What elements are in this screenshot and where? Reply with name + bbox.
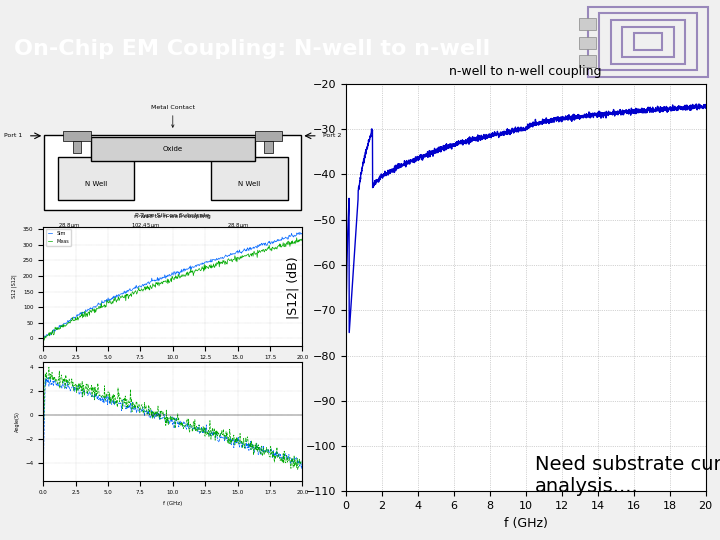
Text: On-Chip EM Coupling: N-well to n-well: On-Chip EM Coupling: N-well to n-well <box>14 38 490 58</box>
Bar <box>634 33 662 50</box>
Bar <box>73 141 81 153</box>
FancyBboxPatch shape <box>91 137 255 160</box>
Text: P-Type Silicon Substrate: P-Type Silicon Substrate <box>135 213 210 219</box>
Bar <box>622 27 674 57</box>
Bar <box>579 37 596 49</box>
Text: Oxide: Oxide <box>163 146 183 152</box>
Text: Port 1: Port 1 <box>4 133 22 138</box>
Text: Metal Contact: Metal Contact <box>150 105 195 127</box>
Y-axis label: S12 |S12|: S12 |S12| <box>12 274 17 298</box>
FancyBboxPatch shape <box>211 157 288 200</box>
Title: n-well to n-well coupling: n-well to n-well coupling <box>449 65 602 78</box>
Bar <box>579 18 596 30</box>
Bar <box>264 141 273 153</box>
Bar <box>588 6 708 77</box>
Legend: Sim, Meas: Sim, Meas <box>45 230 71 246</box>
Text: $28.8\,\mu m$: $28.8\,\mu m$ <box>58 221 80 230</box>
Title: n-well to n-well coupling: n-well to n-well coupling <box>135 214 211 219</box>
FancyBboxPatch shape <box>44 135 302 210</box>
X-axis label: f (GHz): f (GHz) <box>504 517 547 530</box>
Y-axis label: |S12| (dB): |S12| (dB) <box>287 256 300 319</box>
Text: N Well: N Well <box>238 181 261 187</box>
FancyBboxPatch shape <box>58 157 135 200</box>
Bar <box>579 55 596 67</box>
Bar <box>611 20 685 64</box>
X-axis label: f (GHz): f (GHz) <box>163 501 182 506</box>
Bar <box>63 131 91 141</box>
Bar <box>599 14 697 70</box>
Text: $28.8\,\mu m$: $28.8\,\mu m$ <box>228 221 250 230</box>
Text: Port 2: Port 2 <box>323 133 342 138</box>
Text: Need substrate current
analysis....: Need substrate current analysis.... <box>534 455 720 496</box>
Bar <box>255 131 282 141</box>
Text: N Well: N Well <box>85 181 107 187</box>
Text: $102.45\,\mu m$: $102.45\,\mu m$ <box>131 221 160 230</box>
Y-axis label: Angle(S): Angle(S) <box>15 411 19 431</box>
